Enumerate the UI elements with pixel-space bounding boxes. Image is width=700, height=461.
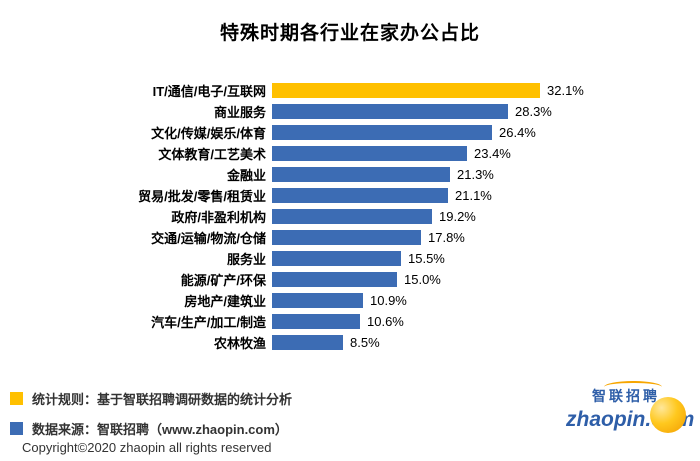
legend-swatch-icon — [10, 392, 23, 405]
category-label: IT/通信/电子/互联网 — [152, 84, 266, 99]
bar — [272, 125, 492, 140]
chart-row: 房地产/建筑业 10.9% — [0, 290, 700, 311]
value-label: 26.4% — [499, 125, 536, 140]
category-label: 金融业 — [226, 168, 266, 183]
chart-row: 商业服务 28.3% — [0, 101, 700, 122]
legend-label: 统计规则：基于智联招聘调研数据的统计分析 — [32, 392, 293, 407]
copyright-text: Copyright©2020 zhaopin all rights reserv… — [22, 440, 272, 455]
logo-cn-text: 智联招聘 — [566, 381, 686, 406]
chart-row: 服务业 15.5% — [0, 248, 700, 269]
bar — [272, 167, 450, 182]
category-label: 房地产/建筑业 — [184, 294, 266, 309]
bar — [272, 335, 343, 350]
bar — [272, 104, 508, 119]
category-label: 服务业 — [226, 252, 266, 267]
chart-row: 农林牧渔 8.5% — [0, 332, 700, 353]
value-label: 10.9% — [370, 293, 407, 308]
value-label: 15.0% — [404, 272, 441, 287]
value-label: 21.1% — [455, 188, 492, 203]
category-label: 政府/非盈利机构 — [171, 210, 266, 225]
chart-row: 金融业 21.3% — [0, 164, 700, 185]
value-label: 19.2% — [439, 209, 476, 224]
chart-row: 能源/矿产/环保 15.0% — [0, 269, 700, 290]
bar — [272, 251, 401, 266]
bar — [272, 314, 360, 329]
value-label: 8.5% — [350, 335, 380, 350]
value-label: 21.3% — [457, 167, 494, 182]
page-title: 特殊时期各行业在家办公占比 — [219, 23, 480, 44]
value-label: 23.4% — [474, 146, 511, 161]
bar — [272, 188, 448, 203]
legend-swatch-icon — [10, 422, 23, 435]
zhaopin-ball-icon — [650, 397, 686, 433]
category-label: 汽车/生产/加工/制造 — [151, 315, 266, 330]
legend-label: 数据来源：智联招聘（www.zhaopin.com） — [32, 422, 288, 437]
bar-chart: IT/通信/电子/互联网 32.1% 商业服务 28.3% 文化/传媒/娱乐/体育 26.… — [0, 80, 700, 353]
legend-item: 统计规则：基于智联招聘调研数据的统计分析 — [10, 389, 292, 408]
zhaopin-logo: 智联招聘 zhaopin.com — [566, 381, 694, 438]
value-label: 17.8% — [428, 230, 465, 245]
category-label: 能源/矿产/环保 — [180, 273, 266, 288]
bar — [272, 230, 421, 245]
category-label: 文化/传媒/娱乐/体育 — [151, 126, 266, 141]
chart-row: 文化/传媒/娱乐/体育 26.4% — [0, 122, 700, 143]
value-label: 32.1% — [547, 83, 584, 98]
legend: 统计规则：基于智联招聘调研数据的统计分析 数据来源：智联招聘（www.zhaopi… — [10, 389, 292, 449]
category-label: 交通/运输/物流/仓储 — [151, 231, 266, 246]
bar — [272, 83, 540, 98]
chart-row: 汽车/生产/加工/制造 10.6% — [0, 311, 700, 332]
category-label: 文体教育/工艺美术 — [158, 147, 266, 162]
legend-item: 数据来源：智联招聘（www.zhaopin.com） — [10, 419, 292, 438]
value-label: 28.3% — [515, 104, 552, 119]
category-label: 商业服务 — [213, 105, 266, 120]
chart-row: 文体教育/工艺美术 23.4% — [0, 143, 700, 164]
bar — [272, 272, 397, 287]
value-label: 10.6% — [367, 314, 404, 329]
bar — [272, 209, 432, 224]
chart-row: 政府/非盈利机构 19.2% — [0, 206, 700, 227]
chart-row: 贸易/批发/零售/租赁业 21.1% — [0, 185, 700, 206]
bar — [272, 293, 363, 308]
chart-row: IT/通信/电子/互联网 32.1% — [0, 80, 700, 101]
bar — [272, 146, 467, 161]
value-label: 15.5% — [408, 251, 445, 266]
category-label: 农林牧渔 — [213, 336, 266, 351]
chart-row: 交通/运输/物流/仓储 17.8% — [0, 227, 700, 248]
category-label: 贸易/批发/零售/租赁业 — [138, 189, 266, 204]
